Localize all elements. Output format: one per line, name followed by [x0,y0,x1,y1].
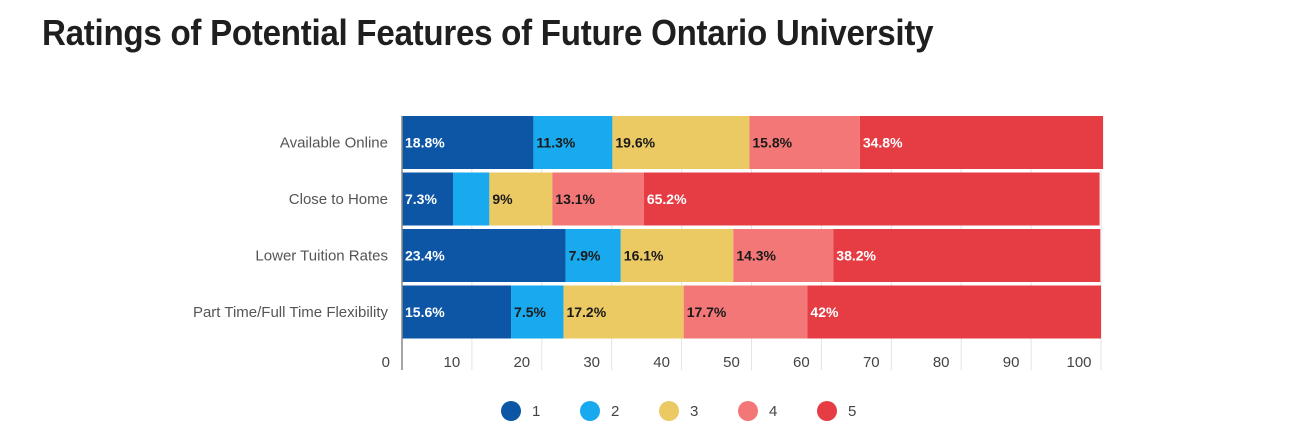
bar-segment [807,285,1101,339]
data-label: 13.1% [555,191,595,207]
bar-segment [402,116,534,169]
legend-label: 1 [532,403,540,420]
bar-segment [533,116,613,169]
data-label: 38.2% [836,248,876,264]
tick-label: 40 [653,354,670,371]
legend-label: 2 [611,403,619,420]
tick-label: 20 [513,354,530,371]
category-label: Close to Home [289,191,388,208]
legend-label: 3 [690,403,698,420]
bar-segment [402,229,566,282]
tick-label: 0 [382,354,390,371]
data-label: 14.3% [736,248,776,264]
tick-label: 100 [1066,354,1091,371]
data-label: 17.7% [687,304,727,320]
bar-segment [683,285,808,339]
data-label: 34.8% [863,135,903,151]
data-label: 42% [810,304,839,320]
tick-label: 60 [793,354,810,371]
tick-label: 70 [863,354,880,371]
bar-segment [859,116,1104,169]
tick-label: 80 [933,354,950,371]
bar-segment [489,172,553,226]
data-label: 17.2% [566,304,606,320]
legend: 1 2 3 4 5 [501,401,856,421]
legend-marker [501,401,521,421]
bar-segment [402,285,512,339]
data-label: 15.8% [752,135,792,151]
data-label: 7.3% [405,191,437,207]
data-label: 19.6% [615,135,655,151]
data-label: 23.4% [405,248,445,264]
bar-segment [733,229,834,282]
data-label: 11.3% [536,135,575,151]
tick-label: 10 [444,354,461,371]
category-label: Available Online [280,135,388,152]
data-label: 18.8% [405,135,445,151]
legend-marker [580,401,600,421]
category-label: Lower Tuition Rates [255,248,388,265]
bar-segment [749,116,860,169]
y-axis-categories: Available Online Close to Home Lower Tuiti… [193,135,389,322]
bar-segment [552,172,644,226]
bar-segment [612,116,750,169]
tick-label: 50 [723,354,740,371]
category-label: Part Time/Full Time Flexibility [193,304,389,321]
bars: 18.8% 11.3% 19.6% 15.8% 34.8% 7.3% 9% 13.1% 65.2… [402,116,1104,339]
bar-segment [511,285,564,339]
data-label: 16.1% [624,248,664,264]
data-label: 7.9% [569,248,601,264]
data-label: 15.6% [405,304,445,320]
legend-marker [738,401,758,421]
bar-segment [833,229,1101,282]
x-axis: 0 10 20 30 40 50 60 70 80 90 100 [382,116,1092,371]
data-label: 65.2% [647,191,687,207]
bar-segment [402,172,454,226]
legend-marker [817,401,837,421]
data-label: 7.5% [514,304,546,320]
bar-segment [565,229,621,282]
bar-segment [643,172,1100,226]
data-label: 9% [492,191,513,207]
legend-label: 4 [769,403,777,420]
bar-segment [453,172,490,226]
legend-marker [659,401,679,421]
legend-label: 5 [848,403,856,420]
bar-segment [620,229,734,282]
chart-title: Ratings of Potential Features of Future … [42,12,934,53]
tick-label: 30 [583,354,600,371]
tick-label: 90 [1003,354,1020,371]
bar-segment [563,285,684,339]
